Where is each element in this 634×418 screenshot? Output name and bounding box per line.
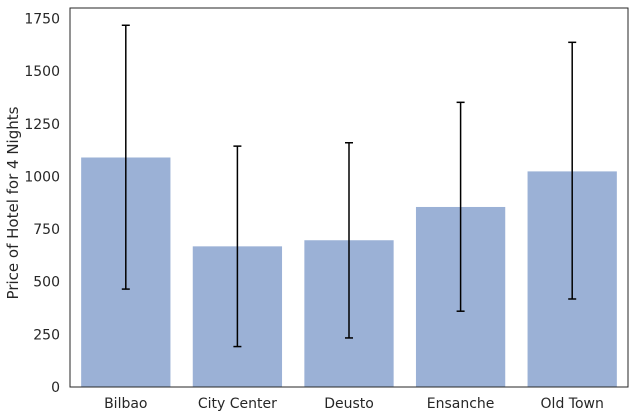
y-tick-label: 250 xyxy=(33,327,60,343)
x-axis-ticks: Bilbao City Center Deusto Ensanche Old Town xyxy=(104,396,604,412)
y-tick-label: 750 xyxy=(33,222,60,238)
y-tick-label: 1250 xyxy=(24,117,60,133)
x-tick-label: Ensanche xyxy=(427,396,495,412)
x-tick-label: Bilbao xyxy=(104,396,147,412)
y-tick-label: 1750 xyxy=(24,12,60,28)
x-tick-label: Old Town xyxy=(541,396,604,412)
y-tick-label: 0 xyxy=(51,380,60,396)
y-tick-label: 1000 xyxy=(24,169,60,185)
y-axis-ticks: 0 250 500 750 1000 1250 1500 1750 xyxy=(24,12,60,396)
y-tick-label: 500 xyxy=(33,275,60,291)
plot-area-frame xyxy=(69,7,629,388)
y-axis-title: Price of Hotel for 4 Nights xyxy=(4,106,22,299)
error-bars-group xyxy=(121,24,577,348)
y-tick-label: 1500 xyxy=(24,64,60,80)
x-tick-label: City Center xyxy=(198,396,277,412)
x-tick-label: Deusto xyxy=(324,396,374,412)
